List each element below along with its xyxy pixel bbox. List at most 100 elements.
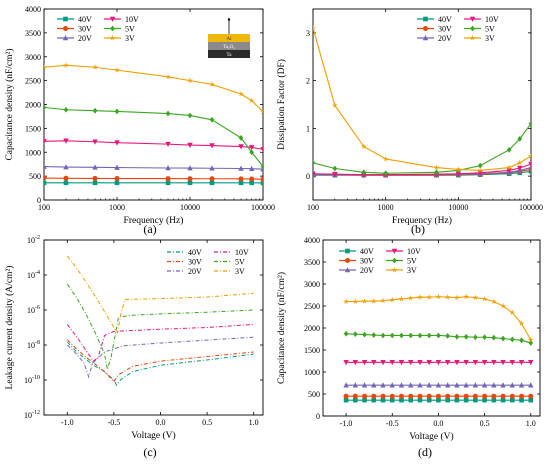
- legend-label: 10V: [485, 15, 499, 24]
- data-point-30V: [509, 393, 515, 399]
- legend-label: 20V: [78, 34, 92, 43]
- data-point-3V: [91, 64, 99, 70]
- data-point-5V: [380, 332, 386, 339]
- data-point-40V: [519, 397, 524, 403]
- data-point-5V: [491, 334, 497, 341]
- series-line-20V: [44, 166, 263, 170]
- data-point-40V: [408, 397, 414, 403]
- x-tick-label: 0.0: [155, 418, 165, 427]
- data-point-30V: [209, 176, 215, 182]
- data-point-40V: [238, 180, 244, 186]
- legend-label: 10V: [235, 248, 249, 257]
- data-point-5V: [249, 149, 254, 156]
- data-point-10V: [114, 140, 120, 146]
- inset-top-contact: [227, 18, 231, 21]
- legend-marker-20V: [422, 35, 429, 41]
- data-point-5V: [477, 162, 483, 169]
- y-tick-label: 0: [37, 196, 41, 205]
- data-point-20V: [371, 382, 377, 388]
- data-point-40V: [44, 180, 47, 186]
- data-point-10V: [426, 360, 432, 366]
- y-tick-label: 1500: [304, 346, 320, 355]
- legend-marker-40V: [63, 16, 68, 22]
- data-point-20V: [248, 165, 255, 172]
- data-point-5V: [408, 332, 414, 339]
- x-tick-label: 0.5: [480, 419, 490, 428]
- data-point-30V: [408, 393, 414, 399]
- y-tick-label: 1500: [25, 124, 41, 133]
- x-tick-label: 100000: [519, 203, 543, 212]
- x-tick-label: 1000: [109, 203, 125, 212]
- data-point-5V: [517, 135, 523, 142]
- data-point-5V: [114, 108, 120, 115]
- y-tick-label: 0: [306, 172, 310, 181]
- chart-a: 100 1000 10000 100000 0 500 1000 1500 2000 2500 30…: [4, 5, 275, 236]
- data-point-3V: [453, 294, 460, 301]
- data-point-20V: [454, 382, 460, 388]
- legend-marker-3V: [109, 34, 116, 41]
- y-tick-base: 10: [27, 306, 35, 315]
- data-point-5V: [463, 333, 469, 340]
- y-tick-label: 3: [306, 29, 310, 38]
- x-axis-label: Frequency (Hz): [392, 215, 452, 226]
- data-point-5V: [260, 163, 263, 170]
- data-point-30V: [44, 175, 47, 181]
- legend-marker-30V: [345, 258, 350, 263]
- data-point-5V: [44, 104, 47, 111]
- legend-marker-30V: [423, 26, 428, 31]
- legend-label: 10V: [407, 247, 421, 256]
- data-point-20V: [426, 382, 432, 388]
- data-point-5V: [399, 332, 404, 339]
- series-line-20V: [66, 336, 254, 379]
- data-point-3V: [113, 66, 121, 73]
- legend-label: 5V: [125, 25, 135, 34]
- data-point-3V: [44, 64, 48, 70]
- chart-b: 100 1000 10000 100000 0 1 2 3 Frequency (Hz) Diss…: [276, 8, 543, 236]
- data-point-5V: [371, 332, 377, 338]
- data-point-3V: [382, 155, 389, 162]
- data-point-10V: [455, 171, 462, 177]
- x-tick-label: -1.0: [340, 419, 353, 428]
- y-tick-label: 1000: [25, 148, 41, 157]
- x-tick-label: -1.0: [61, 418, 74, 427]
- data-point-30V: [500, 393, 506, 399]
- y-tick-label: 3500: [25, 29, 41, 38]
- y-tick-label: 10-2: [27, 235, 40, 245]
- y-tick-label: 4000: [304, 236, 320, 245]
- legend-marker-10V: [391, 248, 398, 254]
- data-point-5V: [332, 165, 338, 172]
- data-point-10V: [463, 360, 469, 366]
- data-point-10V: [260, 147, 263, 153]
- data-point-10V: [248, 145, 255, 151]
- x-tick-label: 10000: [180, 203, 200, 212]
- y-tick-exp: -4: [35, 270, 40, 276]
- data-point-5V: [383, 170, 388, 177]
- x-tick-label: 100: [307, 203, 319, 212]
- x-axis-label: Voltage (V): [131, 430, 175, 441]
- data-point-3V: [433, 164, 440, 171]
- panel-caption: (a): [143, 222, 156, 236]
- data-point-40V: [454, 397, 460, 403]
- legend-label: 20V: [438, 34, 452, 43]
- data-point-5V: [500, 335, 506, 342]
- data-point-40V: [445, 397, 450, 403]
- data-point-10V: [454, 360, 460, 366]
- series-line-3V: [313, 27, 531, 171]
- data-point-3V: [463, 293, 470, 300]
- legend-label: 30V: [188, 258, 202, 267]
- data-point-5V: [426, 332, 432, 339]
- data-point-40V: [114, 180, 120, 186]
- legend-label: 3V: [485, 34, 495, 43]
- data-point-20V: [44, 163, 47, 169]
- y-tick-label: 10-12: [24, 410, 40, 420]
- data-point-10V: [209, 143, 215, 149]
- legend-label: 40V: [438, 15, 452, 24]
- data-point-20V: [209, 165, 215, 171]
- legend-marker-40V: [423, 16, 428, 22]
- data-point-30V: [519, 393, 525, 399]
- data-point-20V: [518, 382, 525, 388]
- data-point-40V: [260, 180, 263, 186]
- data-point-10V: [371, 360, 377, 366]
- data-point-3V: [407, 294, 414, 301]
- legend-label: 3V: [407, 266, 417, 275]
